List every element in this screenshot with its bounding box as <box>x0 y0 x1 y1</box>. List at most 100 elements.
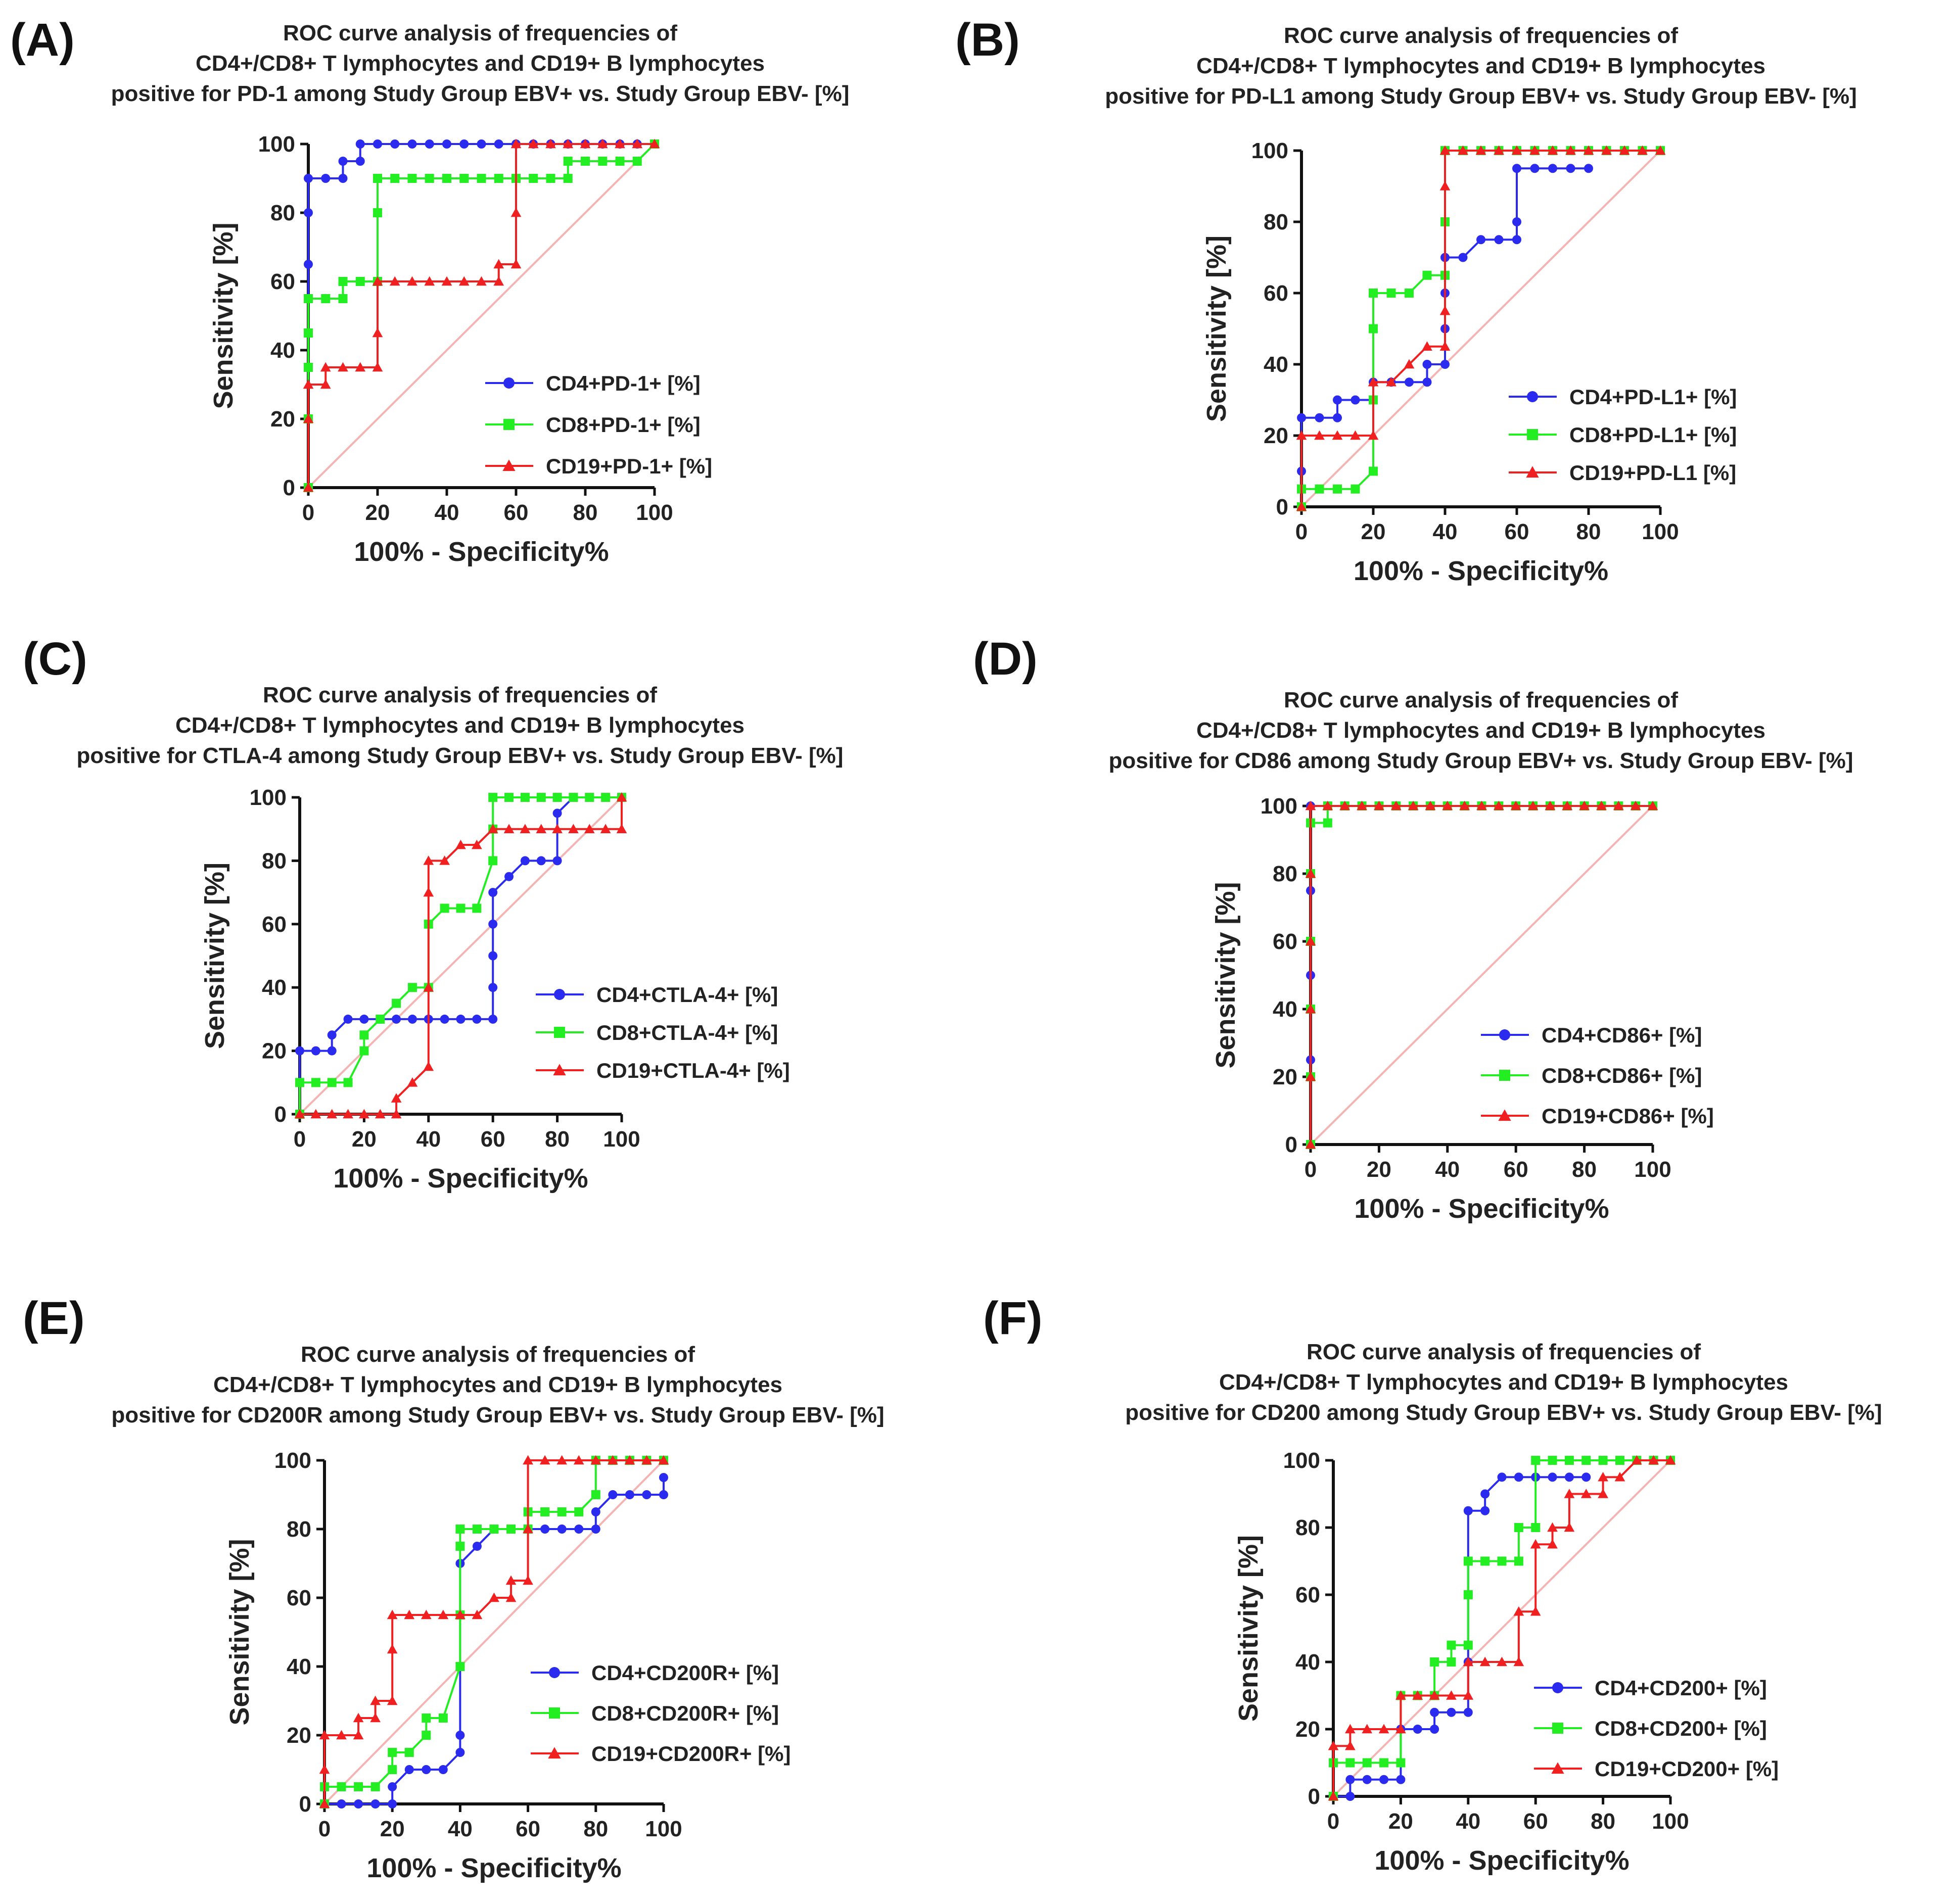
data-point <box>580 138 591 149</box>
y-tick-label: 20 <box>1295 1717 1320 1742</box>
chart-title-line: positive for CD86 among Study Group EBV+… <box>1109 748 1853 773</box>
y-axis-title: Sensitivity [%] <box>208 222 239 409</box>
data-point <box>407 276 417 286</box>
data-point <box>1315 413 1324 422</box>
data-point <box>493 276 504 286</box>
data-point <box>488 888 498 897</box>
x-tick-label: 80 <box>583 1817 608 1841</box>
chart-title-line: CD4+/CD8+ T lymphocytes and CD19+ B lymp… <box>213 1372 782 1397</box>
data-point <box>573 1455 584 1465</box>
y-tick-label: 60 <box>1264 281 1288 306</box>
data-point <box>488 983 498 992</box>
legend-label: CD8+PD-L1+ [%] <box>1569 423 1737 447</box>
x-tick-label: 0 <box>1327 1809 1339 1834</box>
reference-diagonal <box>323 1459 665 1805</box>
y-tick-label: 40 <box>1264 352 1288 377</box>
y-tick-label: 60 <box>262 912 287 937</box>
data-point <box>510 259 522 269</box>
data-point <box>320 362 331 372</box>
legend-marker <box>549 1667 560 1678</box>
data-point <box>581 157 590 166</box>
data-point <box>421 1609 432 1620</box>
data-point <box>1442 800 1453 811</box>
data-point <box>319 1764 330 1774</box>
y-tick-label: 0 <box>274 1102 287 1127</box>
data-point <box>391 1109 402 1119</box>
legend-entry: CD8+PD-1+ [%] <box>485 413 701 437</box>
data-point <box>472 839 482 849</box>
data-point <box>455 1525 465 1534</box>
data-point <box>1510 800 1521 811</box>
data-point <box>294 1109 305 1119</box>
data-point <box>1564 1522 1575 1532</box>
y-tick-label: 0 <box>1285 1132 1297 1157</box>
chart-title-line: CD4+/CD8+ T lymphocytes and CD19+ B lymp… <box>196 51 765 76</box>
data-point <box>540 1525 550 1534</box>
chart-title-line: ROC curve analysis of frequencies of <box>1284 23 1678 48</box>
data-point <box>1447 1657 1456 1667</box>
data-point <box>476 276 487 286</box>
legend-entry: CD19+CD200+ [%] <box>1534 1757 1779 1781</box>
data-point <box>520 824 531 833</box>
data-point <box>1396 1758 1406 1768</box>
x-tick-label: 80 <box>1572 1157 1597 1182</box>
data-point <box>304 260 313 269</box>
data-point <box>1613 800 1624 811</box>
data-point <box>336 1730 347 1740</box>
chart-title-line: CD4+/CD8+ T lymphocytes and CD19+ B lymp… <box>175 713 744 738</box>
legend-label: CD4+PD-L1+ [%] <box>1569 385 1737 409</box>
legend-entry: CD4+PD-1+ [%] <box>485 371 701 395</box>
x-tick-label: 80 <box>573 500 598 525</box>
data-point <box>1463 1656 1474 1667</box>
data-point <box>359 1014 369 1024</box>
data-point <box>404 1748 414 1757</box>
data-point <box>327 1078 337 1087</box>
data-point <box>320 379 331 389</box>
data-point <box>545 138 556 149</box>
data-point <box>372 362 383 372</box>
x-tick-label: 100 <box>645 1817 682 1841</box>
data-point <box>1494 235 1504 245</box>
data-point <box>536 824 547 833</box>
data-point <box>608 1490 618 1499</box>
x-tick-label: 0 <box>294 1127 306 1152</box>
y-tick-label: 60 <box>1295 1583 1320 1607</box>
data-point <box>598 157 608 166</box>
data-point <box>423 982 434 992</box>
legend-entry: CD19+PD-L1 [%] <box>1509 461 1736 485</box>
data-point <box>477 174 486 183</box>
data-point <box>455 839 466 849</box>
data-point <box>1369 466 1378 476</box>
data-point <box>1463 1640 1473 1650</box>
data-point <box>1511 145 1522 155</box>
data-point <box>404 1765 414 1774</box>
x-tick-label: 0 <box>1305 1157 1317 1182</box>
data-point <box>304 174 313 183</box>
data-point <box>1545 800 1556 811</box>
data-point <box>390 174 400 183</box>
data-point <box>456 903 466 913</box>
data-point <box>1357 800 1367 811</box>
data-point <box>632 138 643 149</box>
data-point <box>455 1542 465 1551</box>
roc-panel-b: (B) ROC curve analysis of frequencies of C… <box>955 14 1857 586</box>
x-tick-label: 40 <box>1433 519 1458 544</box>
data-point <box>574 1525 584 1534</box>
data-point <box>1476 235 1485 245</box>
data-point <box>600 824 611 833</box>
x-tick-label: 100 <box>1652 1809 1689 1834</box>
data-point <box>488 1014 498 1024</box>
legend-marker <box>1552 1723 1563 1734</box>
data-point <box>459 139 469 149</box>
y-tick-label: 60 <box>270 269 295 294</box>
data-point <box>472 1014 482 1024</box>
y-tick-label: 100 <box>274 1448 311 1473</box>
data-point <box>425 174 434 183</box>
data-point <box>353 1730 364 1740</box>
data-point <box>304 294 313 303</box>
x-tick-label: 60 <box>481 1127 505 1152</box>
data-point <box>1547 1522 1558 1532</box>
legend-entry: CD8+CD86+ [%] <box>1481 1064 1702 1087</box>
data-point <box>1598 1471 1608 1482</box>
data-point <box>556 1455 568 1465</box>
